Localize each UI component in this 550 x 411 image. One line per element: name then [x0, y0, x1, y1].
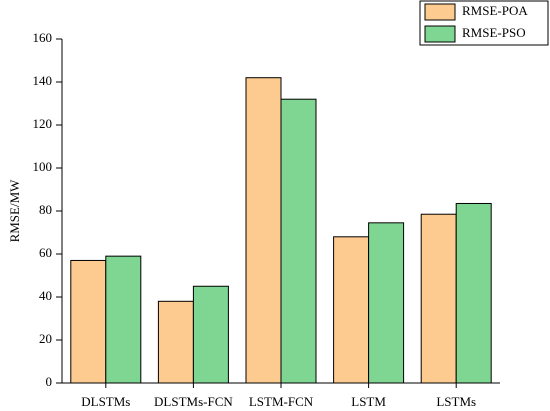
x-tick-label: LSTM-FCN	[249, 394, 314, 409]
y-tick-label: 60	[39, 245, 52, 260]
legend-swatch	[424, 25, 456, 43]
y-tick-label: 0	[46, 374, 53, 389]
legend-label: RMSE-POA	[462, 3, 528, 18]
bar	[280, 98, 317, 384]
bar	[105, 255, 142, 384]
y-tick-label: 160	[33, 30, 53, 45]
y-axis-label: RMSE/MW	[7, 179, 22, 243]
y-tick-label: 120	[33, 116, 53, 131]
x-tick-label: LSTM	[351, 394, 386, 409]
x-tick-label: DLSTMs	[81, 394, 130, 409]
bar	[368, 222, 405, 384]
y-tick-label: 140	[33, 73, 53, 88]
bar	[333, 236, 370, 384]
x-tick-label: LSTMs	[436, 394, 476, 409]
bar	[245, 77, 282, 384]
bar	[70, 259, 107, 384]
y-tick-label: 40	[39, 288, 52, 303]
y-tick-label: 80	[39, 202, 52, 217]
bar	[157, 300, 194, 384]
bar	[455, 202, 492, 384]
bar	[420, 213, 457, 384]
y-tick-label: 20	[39, 331, 52, 346]
legend-swatch	[424, 3, 456, 21]
bar	[192, 285, 229, 384]
y-tick-label: 100	[33, 159, 53, 174]
legend-label: RMSE-PSO	[462, 25, 526, 40]
x-tick-label: DLSTMs-FCN	[154, 394, 233, 409]
